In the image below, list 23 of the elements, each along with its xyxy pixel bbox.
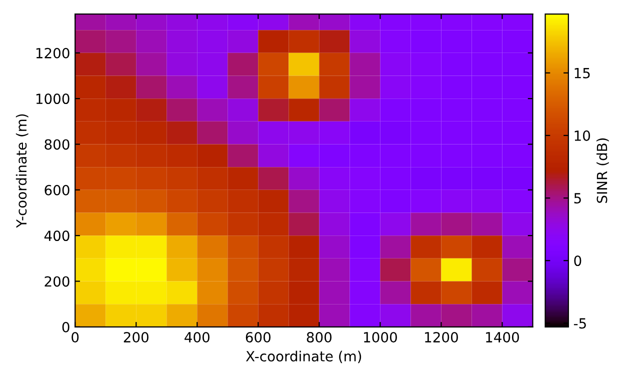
color-bar-title: SINR (dB) [596,138,609,203]
x-tick-label: 600 [246,332,270,343]
x-tick-label: 400 [184,332,210,343]
x-axis-title: X-coordinate (m) [246,350,362,364]
y-tick-label: 800 [44,139,70,150]
x-tick-label: 800 [306,332,332,343]
color-bar-label: 15 [574,68,590,78]
x-tick-label: 1000 [364,332,397,343]
y-tick-label: 200 [44,276,70,287]
x-tick-label: 1200 [425,332,458,343]
color-bar-label: 0 [574,256,582,266]
color-bar-label: 5 [574,193,581,204]
y-tick-label: 600 [44,184,70,196]
x-tick-label: 1400 [486,332,519,343]
y-tick-label: 1000 [36,94,70,104]
color-bar-label: -5 [574,318,586,329]
x-tick-label: 0 [72,332,79,343]
y-tick-label: 0 [62,322,70,332]
color-bar-label: 10 [574,130,590,141]
y-tick-label: 400 [44,230,70,242]
y-tick-label: 1200 [36,48,70,58]
y-axis-title: Y-coordinate (m) [16,114,28,228]
x-tick-label: 200 [124,332,148,343]
